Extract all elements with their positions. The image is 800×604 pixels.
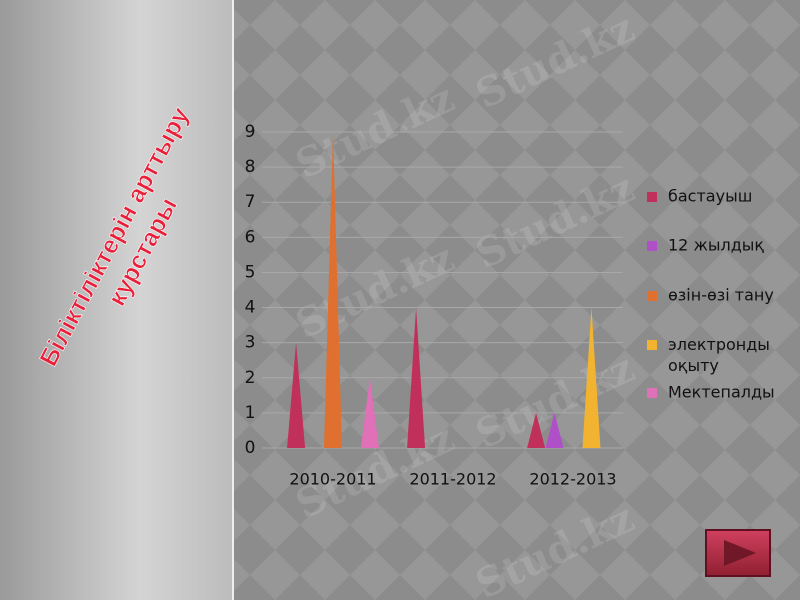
right-panel	[233, 0, 800, 600]
bar	[360, 377, 379, 448]
x-tick-label: 2012-2013	[529, 470, 616, 489]
bar	[407, 307, 426, 448]
nav-button-frame[interactable]	[705, 529, 771, 577]
legend-swatch	[647, 340, 657, 350]
y-tick-label: 6	[245, 227, 256, 247]
legend-label: Мектепалды	[668, 383, 775, 402]
x-tick-label: 2011-2012	[409, 470, 496, 489]
legend-swatch	[647, 192, 657, 202]
bar	[287, 342, 306, 448]
bar	[324, 132, 342, 448]
y-tick-label: 2	[245, 368, 256, 388]
legend-label: өзін-өзі тану	[668, 286, 774, 305]
legend-swatch	[647, 291, 657, 301]
nav-arrow[interactable]	[724, 540, 756, 566]
legend-swatch	[647, 241, 657, 251]
nav-button[interactable]	[705, 529, 771, 577]
y-tick-label: 5	[245, 262, 256, 282]
y-tick-label: 3	[245, 333, 256, 353]
left-panel	[0, 0, 233, 600]
y-tick-label: 7	[245, 192, 256, 212]
y-tick-label: 1	[245, 403, 256, 423]
bar	[527, 412, 546, 448]
y-tick-label: 4	[245, 298, 256, 318]
legend-label: бастауыш	[668, 187, 752, 206]
x-tick-label: 2010-2011	[289, 470, 376, 489]
y-tick-label: 8	[245, 157, 256, 177]
bar	[545, 412, 564, 448]
legend-label: 12 жылдық	[668, 236, 764, 255]
bar	[582, 307, 601, 448]
y-tick-label: 0	[245, 438, 256, 458]
legend-swatch	[647, 388, 657, 398]
y-tick-label: 9	[245, 122, 256, 142]
legend-label: электронды оқыту	[668, 335, 770, 375]
